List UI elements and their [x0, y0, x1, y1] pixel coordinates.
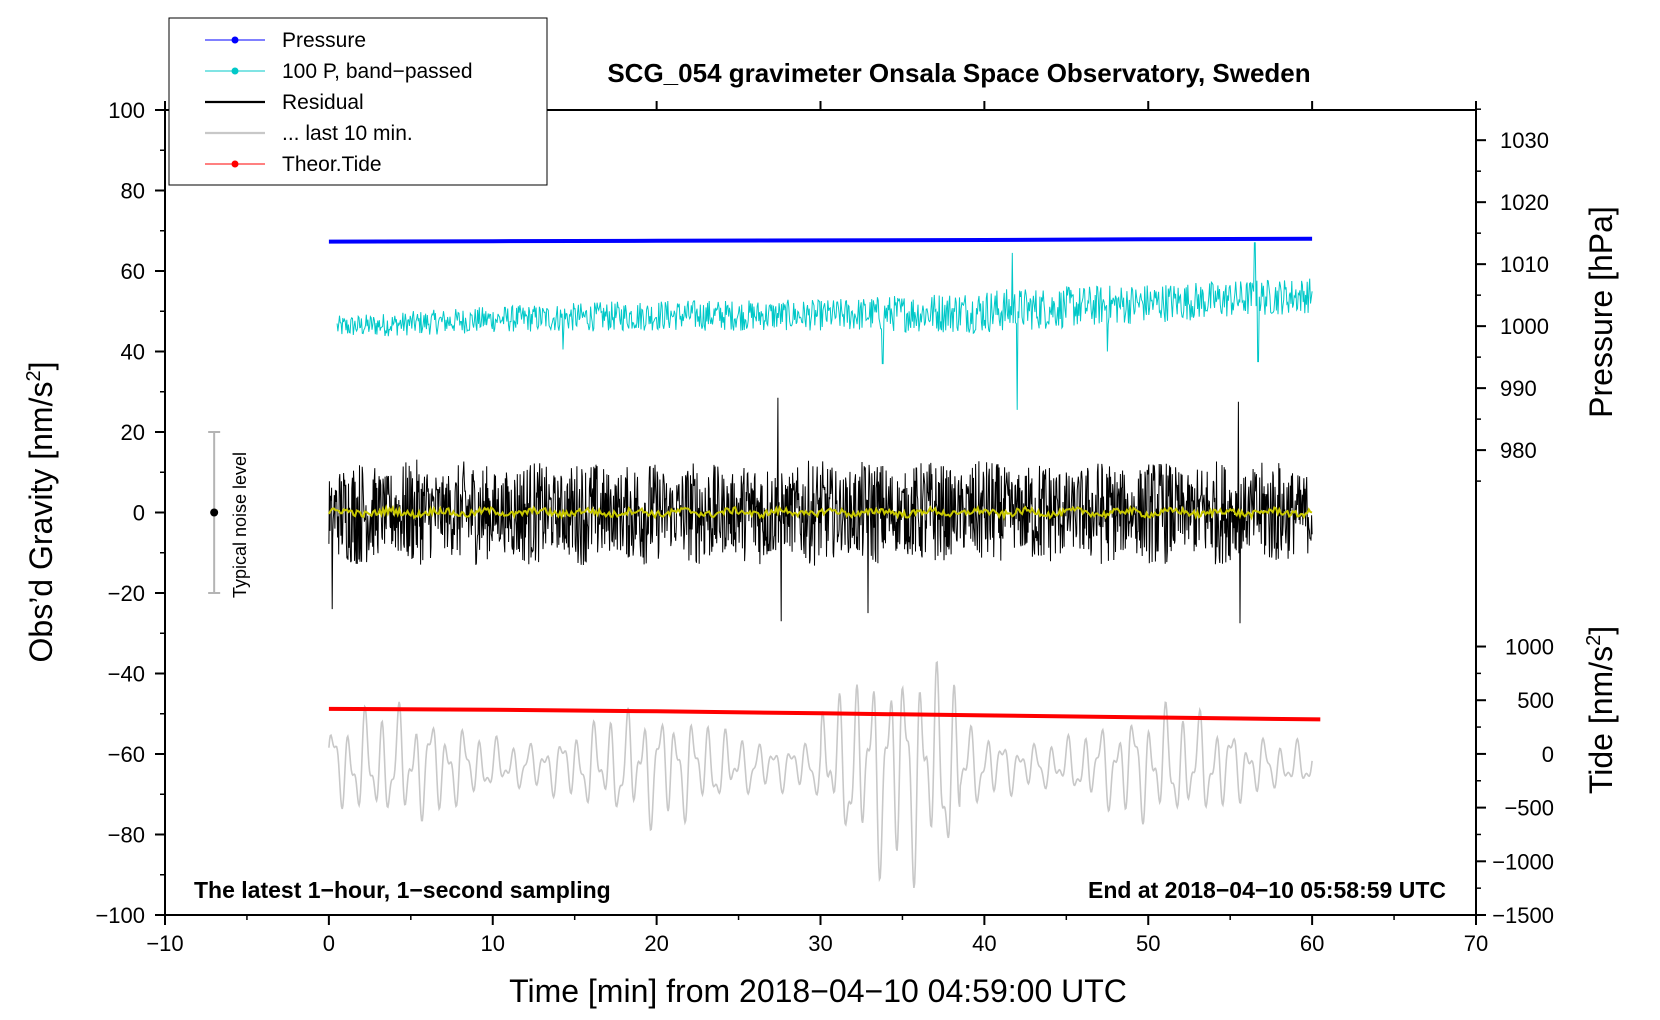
legend-marker — [231, 160, 239, 168]
y-left-title-sup: 2 — [23, 370, 45, 381]
noise-level-indicator — [208, 431, 221, 594]
chart-title: SCG_054 gravimeter Onsala Space Observat… — [607, 58, 1310, 88]
legend-label: Pressure — [282, 29, 366, 52]
legend-marker — [231, 36, 239, 44]
legend-label: 100 P, band−passed — [282, 60, 473, 83]
y-tick-label: 60 — [121, 259, 145, 284]
y-axis-tide-title: Tide [nm/s2] — [1583, 626, 1619, 794]
series-last-10-min-line — [328, 660, 1313, 889]
pressure-tick-label: 980 — [1500, 438, 1537, 463]
y-tick-label: 20 — [121, 420, 145, 445]
y-tick-label: −40 — [108, 662, 145, 687]
tide-title-sup: 2 — [1583, 635, 1605, 646]
tide-tick-label: 1000 — [1505, 635, 1554, 660]
tide-tick-label: 500 — [1517, 688, 1554, 713]
annotation-right: End at 2018−04−10 05:58:59 UTC — [1088, 877, 1446, 903]
y-axis-left-title: Obs’d Gravity [nm/s2] — [23, 362, 59, 663]
x-tick-label: 40 — [972, 931, 996, 956]
x-axis: −10 0 10 20 30 40 50 60 70 — [146, 101, 1488, 956]
legend-entries: Pressure 100 P, band−passed Residual ... la… — [205, 29, 473, 176]
y-tick-label: −100 — [95, 903, 145, 928]
x-tick-label: 60 — [1300, 931, 1324, 956]
series-theor-tide-line — [328, 706, 1321, 722]
x-tick-label: 30 — [808, 931, 832, 956]
y-tick-label: 80 — [121, 179, 145, 204]
tide-title-main: Tide [nm/s — [1583, 646, 1619, 794]
legend-label: Residual — [282, 91, 364, 114]
tide-tick-label: 0 — [1542, 742, 1554, 767]
series-band-passed-line — [336, 242, 1313, 410]
series-pressure-line — [328, 236, 1313, 244]
legend: Pressure 100 P, band−passed Residual ... la… — [168, 17, 548, 186]
y-left-title-end: ] — [23, 362, 59, 371]
x-tick-label: 10 — [481, 931, 505, 956]
x-tick-label: 70 — [1464, 931, 1488, 956]
y-left-title-main: Obs’d Gravity [nm/s — [23, 382, 59, 663]
y-axis-pressure-title: Pressure [hPa] — [1583, 206, 1619, 418]
y-axis-tide: −1500 −1000 −500 0 500 1000 — [1476, 635, 1554, 928]
x-tick-label: 20 — [644, 931, 668, 956]
y-tick-label: 40 — [121, 340, 145, 365]
x-axis-title: Time [min] from 2018−04−10 04:59:00 UTC — [509, 973, 1127, 1009]
y-tick-label: 0 — [133, 501, 145, 526]
legend-label: ... last 10 min. — [282, 122, 413, 145]
y-tick-label: −60 — [108, 742, 145, 767]
x-tick-label: 50 — [1136, 931, 1160, 956]
series-layer — [328, 236, 1321, 889]
tide-tick-label: −500 — [1504, 796, 1554, 821]
pressure-tick-label: 1020 — [1500, 190, 1549, 215]
noise-bar-center-dot — [210, 508, 219, 517]
y-tick-label: −80 — [108, 823, 145, 848]
pressure-tick-label: 990 — [1500, 376, 1537, 401]
y-axis-gravity: −100 −80 −60 −40 −20 0 20 40 60 80 100 — [95, 98, 165, 928]
x-tick-label: −10 — [146, 931, 183, 956]
tide-tick-label: −1000 — [1492, 849, 1554, 874]
annotation-left: The latest 1−hour, 1−second sampling — [194, 877, 611, 903]
x-tick-label: 0 — [323, 931, 335, 956]
y-tick-label: −20 — [108, 581, 145, 606]
y-axis-pressure: 980 990 1000 1010 1020 1030 — [1476, 108, 1549, 482]
legend-label: Theor.Tide — [282, 153, 382, 176]
pressure-tick-label: 1010 — [1500, 252, 1549, 277]
pressure-tick-label: 1000 — [1500, 314, 1549, 339]
noise-level-label: Typical noise level — [230, 452, 250, 598]
series-smoothed-residual-line — [328, 503, 1313, 521]
tide-title-end: ] — [1583, 626, 1619, 635]
pressure-tick-label: 1030 — [1500, 128, 1549, 153]
legend-marker — [231, 67, 239, 75]
tide-tick-label: −1500 — [1492, 903, 1554, 928]
y-tick-label: 100 — [108, 98, 145, 123]
series-residual-line — [328, 397, 1313, 624]
